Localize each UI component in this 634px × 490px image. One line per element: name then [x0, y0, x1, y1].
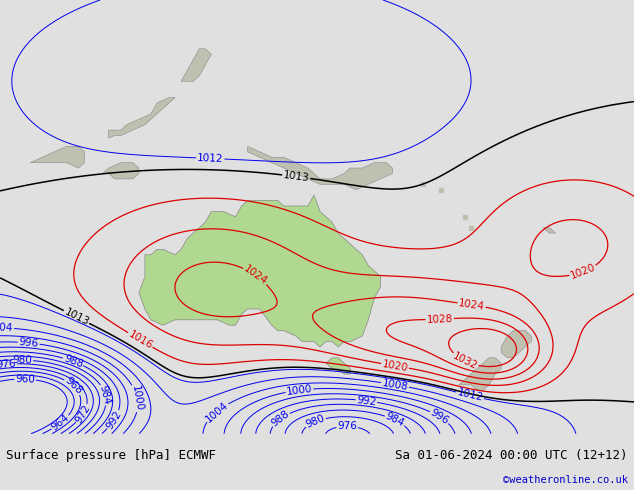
Text: 1008: 1008 [381, 378, 409, 392]
Text: 1013: 1013 [62, 307, 91, 327]
Text: 1000: 1000 [286, 384, 313, 397]
Text: 988: 988 [62, 353, 84, 369]
Text: 1024: 1024 [242, 264, 269, 287]
Polygon shape [103, 163, 139, 179]
Polygon shape [543, 228, 555, 233]
Text: 992: 992 [356, 394, 377, 407]
Text: 1004: 1004 [0, 322, 13, 333]
Text: 960: 960 [15, 374, 35, 385]
Polygon shape [30, 147, 84, 168]
Polygon shape [181, 49, 211, 81]
Polygon shape [459, 358, 501, 390]
Polygon shape [108, 98, 175, 138]
Polygon shape [326, 358, 350, 374]
Text: 984: 984 [384, 411, 406, 429]
Text: 980: 980 [304, 413, 327, 430]
Text: 996: 996 [429, 407, 451, 426]
Text: 1004: 1004 [204, 399, 230, 424]
Text: ©weatheronline.co.uk: ©weatheronline.co.uk [503, 475, 628, 486]
Text: 988: 988 [269, 409, 291, 429]
Text: 972: 972 [74, 403, 93, 425]
Polygon shape [139, 195, 380, 347]
Text: 1020: 1020 [381, 359, 409, 373]
Text: 992: 992 [105, 409, 124, 431]
Text: 1016: 1016 [126, 329, 154, 351]
Text: 964: 964 [49, 413, 72, 433]
Text: 976: 976 [337, 421, 357, 432]
Text: Surface pressure [hPa] ECMWF: Surface pressure [hPa] ECMWF [6, 449, 216, 463]
Text: 1024: 1024 [458, 298, 485, 312]
Polygon shape [501, 331, 531, 358]
Text: 976: 976 [0, 359, 16, 370]
Text: 1012: 1012 [456, 388, 484, 403]
Polygon shape [247, 147, 392, 190]
Text: Sa 01-06-2024 00:00 UTC (12+12): Sa 01-06-2024 00:00 UTC (12+12) [395, 449, 628, 463]
Text: 980: 980 [12, 355, 32, 366]
Text: 1032: 1032 [451, 350, 479, 371]
Text: 984: 984 [98, 384, 112, 406]
Text: 1013: 1013 [283, 170, 310, 183]
Text: 1000: 1000 [130, 385, 144, 412]
Text: 1012: 1012 [197, 153, 224, 164]
Text: 1028: 1028 [426, 314, 453, 325]
Text: 968: 968 [63, 376, 84, 397]
Text: 1020: 1020 [569, 262, 597, 281]
Text: 996: 996 [18, 337, 39, 349]
